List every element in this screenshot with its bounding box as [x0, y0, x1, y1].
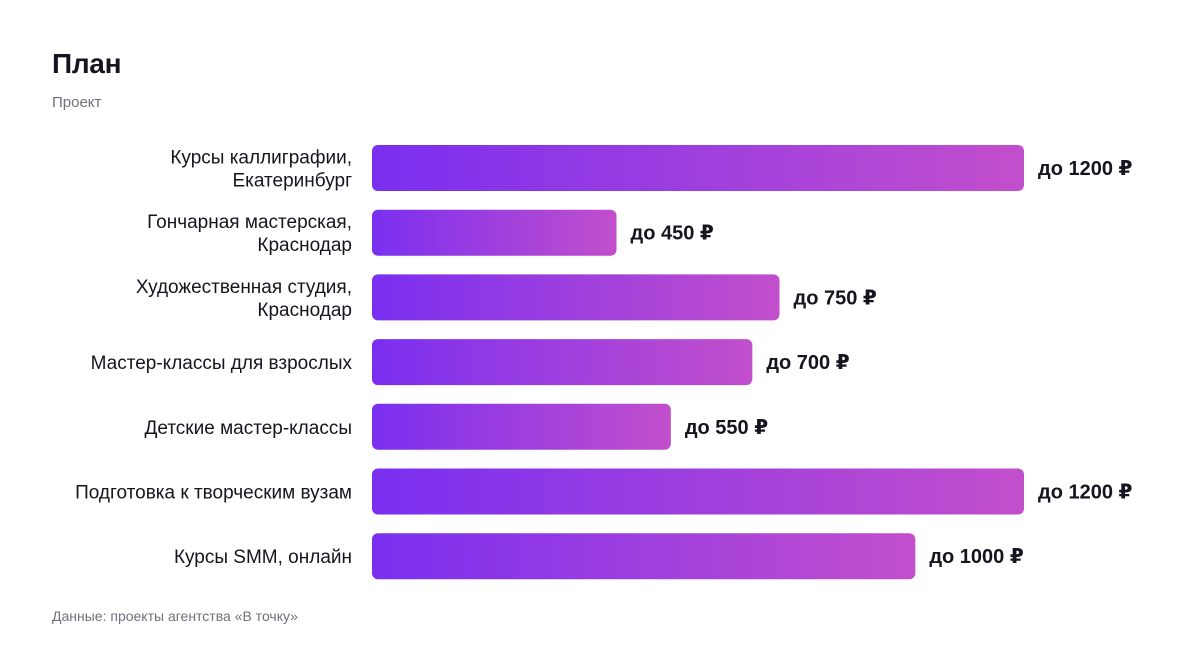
category-label: Гончарная мастерская, Краснодар: [147, 212, 352, 256]
bar: [372, 274, 780, 321]
value-label: до 750 ₽: [794, 287, 877, 309]
value-label: до 1200 ₽: [1038, 482, 1133, 504]
value-label: до 1000 ₽: [929, 546, 1024, 568]
data-source-note: Данные: проекты агентства «В точку»: [52, 608, 298, 624]
category-label: Курсы SMM, онлайн: [174, 547, 352, 568]
bar: [372, 145, 1024, 191]
category-label: Детские мастер-классы: [145, 418, 352, 439]
bar: [372, 339, 753, 386]
chart-title: План: [52, 48, 122, 79]
value-label: до 450 ₽: [631, 223, 714, 245]
bar: [372, 403, 671, 450]
value-label: до 700 ₽: [766, 352, 849, 374]
bar: [372, 209, 617, 256]
bar: [372, 533, 916, 580]
value-label: до 1200 ₽: [1038, 158, 1133, 180]
bar: [372, 468, 1024, 515]
category-label: Подготовка к творческим вузам: [75, 483, 352, 504]
bars-group: Курсы каллиграфии, Екатеринбург до 1200 ₽ Г…: [75, 145, 1133, 580]
category-label: Курсы каллиграфии, Екатеринбург: [170, 148, 352, 192]
category-label: Мастер-классы для взрослых: [91, 353, 353, 374]
chart-subtitle: Проект: [52, 94, 102, 111]
category-label: Художественная студия, Краснодар: [136, 277, 352, 321]
value-label: до 550 ₽: [685, 417, 768, 439]
